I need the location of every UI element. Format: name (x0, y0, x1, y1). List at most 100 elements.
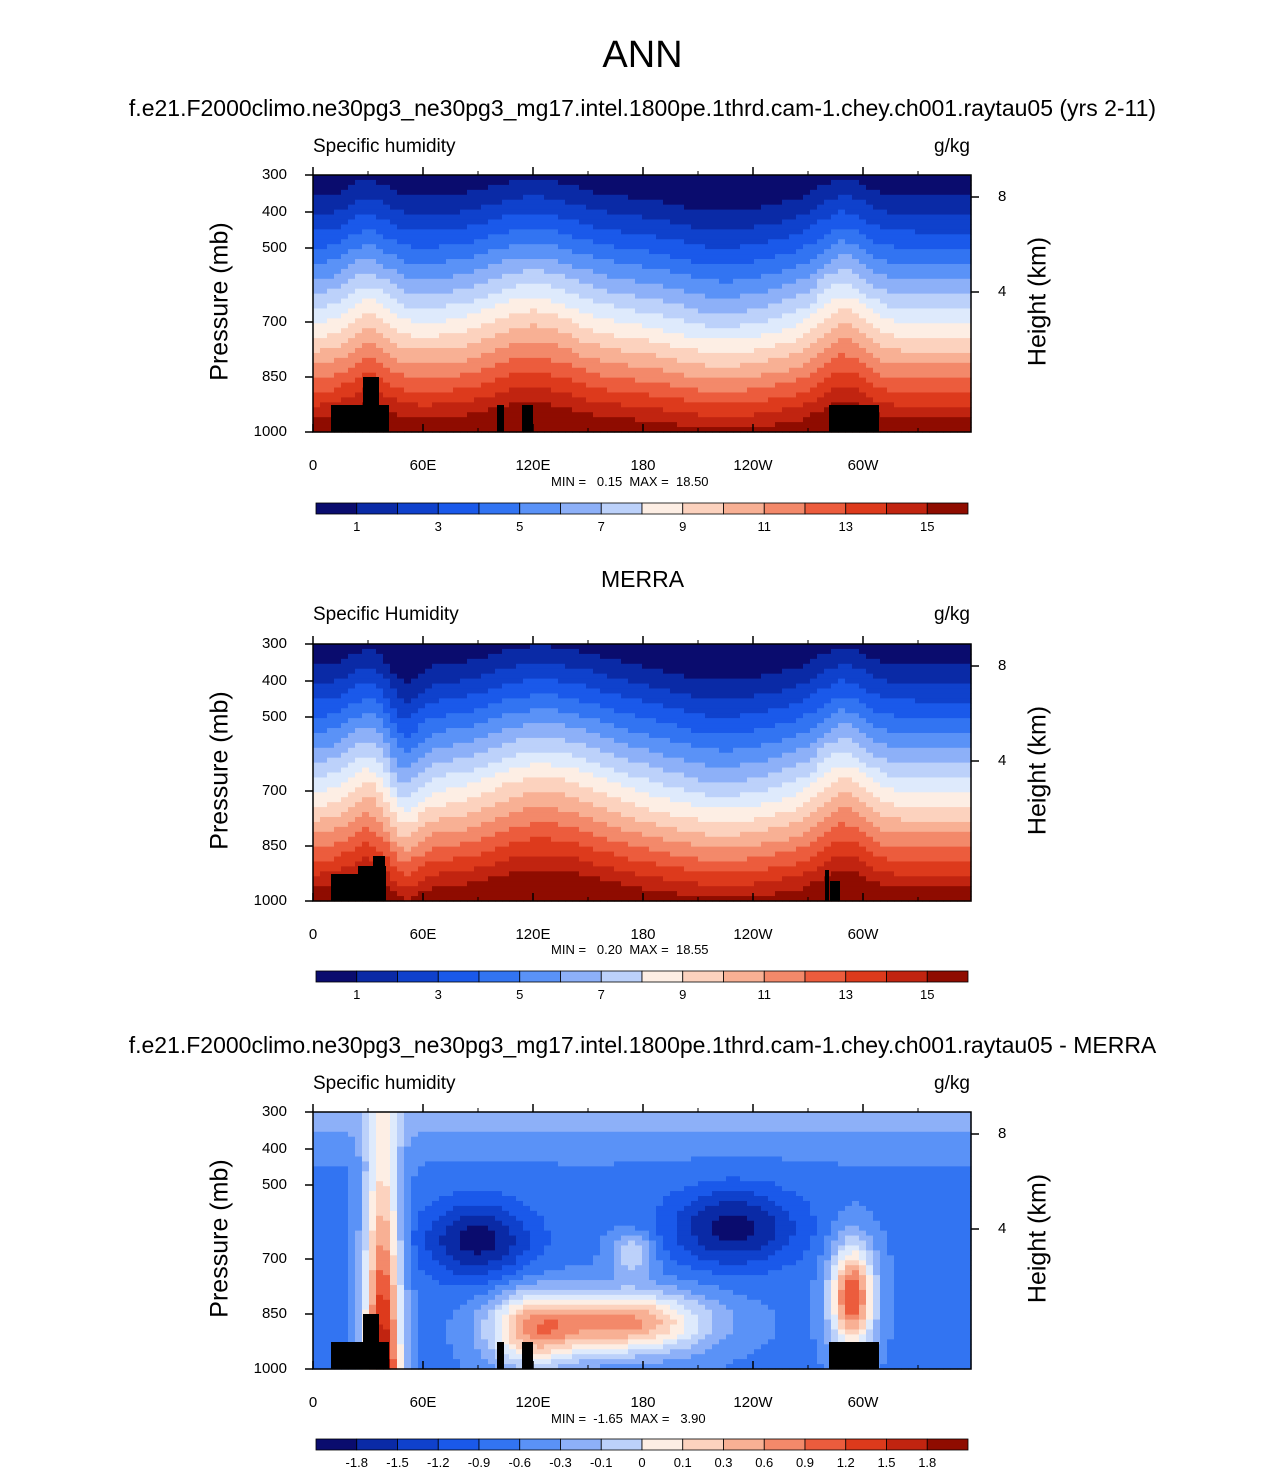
panel-1-colorbar-label: 11 (757, 519, 772, 534)
panel-2-y-tick-label: 700 (261, 782, 287, 799)
panel-3-colorbar-label: 1.2 (836, 1455, 855, 1470)
panel-1-x-tick-label: 60W (847, 457, 879, 474)
panel-1-colorbar-label: 7 (597, 519, 605, 534)
panel-1-colorbar-label: 15 (920, 519, 935, 534)
panel-3-colorbar-segment (437, 1438, 480, 1451)
panel-3-colorbar-segment (682, 1438, 724, 1451)
panel-1-colorbar-label: 3 (434, 519, 442, 534)
panel-1-colorbar-segment (560, 502, 602, 515)
panel-1-height-tick-label: 4 (998, 283, 1007, 300)
panel-2-colorbar-segment (763, 970, 806, 983)
panel-2-frame (312, 643, 972, 902)
panel-3-frame (312, 1111, 972, 1370)
panel-1-colorbar-segment (886, 502, 928, 515)
panel-3-colorbar-label: -0.9 (467, 1455, 491, 1470)
panel-3-title: f.e21.F2000climo.ne30pg3_ne30pg3_mg17.in… (128, 1032, 1157, 1058)
panel-1-colorbar-segment (397, 502, 439, 515)
panel-1-y-axis-label-right: Height (km) (1023, 236, 1052, 367)
panel-3-x-tick-label: 120E (515, 1394, 551, 1411)
panel-1-x-tick-label: 120W (733, 457, 773, 474)
panel-2-title: MERRA (600, 566, 685, 592)
panel-3-colorbar-segment (560, 1438, 602, 1451)
panel-2-height-tick-label: 4 (998, 752, 1007, 769)
panel-3-colorbar-label: -1.5 (386, 1455, 409, 1470)
panel-1-height-tick-label: 8 (998, 188, 1007, 205)
panel-3-x-tick-label: 0 (308, 1394, 318, 1411)
panel-3-units-label: g/kg (934, 1073, 970, 1094)
panel-3-y-tick-label: 1000 (253, 1360, 287, 1377)
panel-3-y-tick-label: 850 (261, 1305, 287, 1322)
panel-2-colorbar-segment (804, 970, 847, 983)
panel-2-y-tick-label: 850 (261, 837, 287, 854)
panel-2-colorbar-segment (519, 970, 561, 983)
panel-3-colorbar-label: 0.6 (755, 1455, 774, 1470)
figure-title: ANN (602, 34, 683, 76)
panel-2-colorbar-segment (356, 970, 398, 983)
panel-3-plot-area (305, 1104, 979, 1370)
panel-2-x-tick-label: 0 (308, 926, 318, 943)
panel-3-colorbar-segment (397, 1438, 439, 1451)
panel-2-contour-field (313, 644, 972, 902)
panel-3-colorbar-segment (723, 1438, 765, 1451)
panel-3-colorbar-segment (886, 1438, 928, 1451)
panel-3-colorbar-label: -0.6 (508, 1455, 531, 1470)
panel-3-colorbar-segment (519, 1438, 561, 1451)
panel-2-colorbar-label: 7 (597, 987, 605, 1002)
panel-2-y-axis-label-right: Height (km) (1023, 705, 1052, 836)
panel-1-topography (331, 377, 879, 432)
panel-1-title: f.e21.F2000climo.ne30pg3_ne30pg3_mg17.in… (128, 95, 1157, 121)
panel-3-x-tick-label: 120W (733, 1394, 773, 1411)
panel-1-y-tick-label: 400 (261, 203, 287, 220)
panel-1-y-tick-label: 1000 (253, 423, 287, 440)
panel-2-colorbar-segment (600, 970, 643, 983)
panel-2-colorbar-segment (926, 970, 969, 983)
panel-1-colorbar-segment (315, 502, 358, 515)
panel-1-x-tick-label: 60E (409, 457, 437, 474)
panel-1-x-tick-label: 180 (630, 457, 656, 474)
panel-1-plot-area (305, 167, 979, 433)
panel-2-colorbar-segment (437, 970, 480, 983)
panel-3-colorbar-label: 0.1 (673, 1455, 692, 1470)
panel-3-colorbar-label: 0.3 (714, 1455, 733, 1470)
panel-1-frame (312, 174, 972, 433)
panel-2-x-tick-label: 180 (630, 926, 656, 943)
panel-3-y-tick-label: 400 (261, 1140, 287, 1157)
panel-3-min-max-text: MIN = -1.65 MAX = 3.90 (551, 1411, 706, 1426)
panel-3-colorbar (315, 1438, 969, 1451)
panel-2-colorbar-label: 11 (757, 987, 772, 1002)
panel-1-colorbar-segment (682, 502, 724, 515)
panel-2-colorbar-segment (845, 970, 887, 983)
panel-2-x-tick-label: 60E (409, 926, 437, 943)
panel-1-variable-label: Specific humidity (313, 136, 456, 157)
panel-2-colorbar-label: 13 (838, 987, 853, 1002)
panel-2-y-tick-label: 1000 (253, 892, 287, 909)
panel-1-colorbar-label: 5 (516, 519, 524, 534)
panel-2-y-tick-label: 500 (261, 708, 287, 725)
panel-3-colorbar-label: 0 (638, 1455, 646, 1470)
panel-1-colorbar-segment (356, 502, 398, 515)
panel-1-y-tick-label: 850 (261, 368, 287, 385)
panel-2-colorbar-segment (723, 970, 765, 983)
panel-3-colorbar-segment (845, 1438, 887, 1451)
panel-2-x-tick-label: 120W (733, 926, 773, 943)
panel-3-colorbar-segment (926, 1438, 969, 1451)
panel-1-y-tick-label: 700 (261, 313, 287, 330)
panel-1-min-max-text: MIN = 0.15 MAX = 18.50 (551, 474, 709, 489)
panel-3-y-axis-label-right: Height (km) (1023, 1173, 1052, 1304)
panel-2-x-tick-label: 120E (515, 926, 551, 943)
panel-2-x-tick-label: 60W (847, 926, 879, 943)
panel-1-colorbar-label: 9 (679, 519, 687, 534)
panel-3-colorbar-label: 1.5 (877, 1455, 896, 1470)
panel-2-colorbar-segment (560, 970, 602, 983)
panel-1-colorbar-segment (845, 502, 887, 515)
panel-3-colorbar-label: -1.2 (427, 1455, 450, 1470)
panel-1-y-tick-label: 500 (261, 239, 287, 256)
panel-1-x-tick-label: 0 (308, 457, 318, 474)
panel-3-y-tick-label: 300 (261, 1103, 287, 1120)
panel-3-x-tick-label: 60W (847, 1394, 879, 1411)
panel-2-colorbar-segment (315, 970, 358, 983)
panel-1-colorbar-segment (763, 502, 806, 515)
panel-2-min-max-text: MIN = 0.20 MAX = 18.55 (551, 942, 709, 957)
panel-3-colorbar-label: -0.1 (590, 1455, 613, 1470)
panel-1-contour-field (313, 175, 972, 433)
